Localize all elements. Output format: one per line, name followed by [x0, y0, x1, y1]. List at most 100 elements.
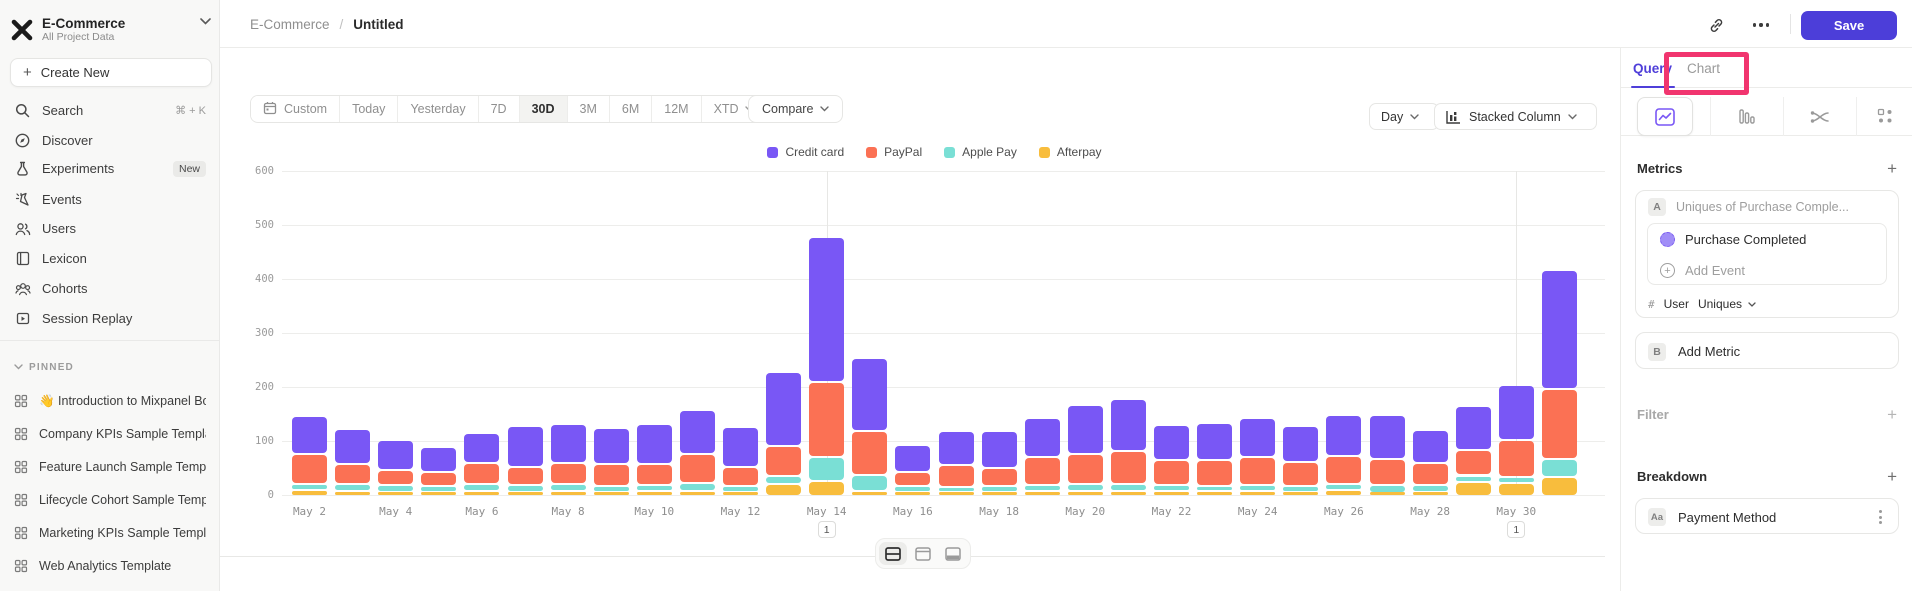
copy-link-button[interactable]	[1703, 12, 1729, 38]
create-new-button[interactable]: + Create New	[10, 58, 212, 87]
pinned-board-item[interactable]: 👋 Introduction to Mixpanel Bo	[4, 386, 216, 416]
bar-may-23[interactable]	[1197, 171, 1233, 495]
breakdown-property-card[interactable]: Aa Payment Method	[1635, 498, 1899, 534]
project-switcher[interactable]: E-Commerce All Project Data	[10, 12, 210, 48]
x-axis-tick: May 2	[292, 505, 327, 518]
experiments-icon	[14, 160, 31, 177]
bar-may-17[interactable]	[938, 171, 974, 495]
range-today[interactable]: Today	[340, 96, 399, 122]
bar-may-19[interactable]	[1024, 171, 1060, 495]
breadcrumb-page-title[interactable]: Untitled	[353, 16, 404, 32]
pinned-section-toggle[interactable]: PINNED	[14, 360, 74, 374]
legend-item-apple-pay[interactable]: Apple Pay	[944, 145, 1017, 159]
pinned-board-item[interactable]: Feature Launch Sample Templa	[4, 452, 216, 482]
pinned-board-item[interactable]: Web Analytics Template	[4, 551, 216, 581]
range-6m[interactable]: 6M	[609, 96, 653, 122]
view-chart-only-button[interactable]	[909, 542, 937, 565]
tab-flows-report[interactable]	[1783, 97, 1856, 136]
metric-b-card[interactable]: B Add Metric	[1635, 332, 1899, 369]
bar-may-24[interactable]	[1240, 171, 1276, 495]
breadcrumb-project[interactable]: E-Commerce	[250, 16, 330, 32]
range-3m[interactable]: 3M	[567, 96, 610, 122]
bar-may-11[interactable]	[679, 171, 715, 495]
bar-may-16[interactable]	[895, 171, 931, 495]
bar-segment-apple-pay	[421, 487, 457, 491]
view-table-only-button[interactable]	[939, 542, 967, 565]
bar-may-14[interactable]	[809, 171, 845, 495]
breakdown-options-kebab-icon[interactable]	[1875, 506, 1886, 528]
aggregation-entity-dropdown[interactable]: User	[1663, 297, 1689, 311]
bar-may-9[interactable]	[593, 171, 629, 495]
range-30d[interactable]: 30D	[519, 96, 568, 122]
bar-may-27[interactable]	[1369, 171, 1405, 495]
bar-may-31[interactable]	[1541, 171, 1577, 495]
bar-may-25[interactable]	[1283, 171, 1319, 495]
bar-may-20[interactable]	[1067, 171, 1103, 495]
bar-may-6[interactable]	[464, 171, 500, 495]
bar-may-21[interactable]	[1110, 171, 1146, 495]
sidebar-item-cohorts[interactable]: Cohorts	[4, 274, 216, 303]
chart-type-dropdown[interactable]: Stacked Column	[1434, 103, 1597, 130]
range-custom[interactable]: Custom	[251, 96, 341, 122]
bar-may-10[interactable]	[636, 171, 672, 495]
add-event-row[interactable]: + Add Event	[1648, 255, 1886, 286]
tab-chart[interactable]: Chart	[1687, 60, 1721, 76]
bar-may-13[interactable]	[766, 171, 802, 495]
bar-may-8[interactable]	[550, 171, 586, 495]
bar-may-5[interactable]	[421, 171, 457, 495]
tab-query[interactable]: Query	[1633, 60, 1673, 76]
tab-insights-report[interactable]	[1637, 97, 1693, 136]
add-metric-plus-button[interactable]: +	[1887, 159, 1897, 178]
legend-item-credit-card[interactable]: Credit card	[767, 145, 844, 159]
sidebar-item-users[interactable]: Users	[4, 214, 216, 243]
bar-may-3[interactable]	[335, 171, 371, 495]
selected-event-row[interactable]: Purchase Completed	[1648, 224, 1886, 255]
bar-may-29[interactable]	[1455, 171, 1491, 495]
aggregation-function-dropdown[interactable]: Uniques	[1697, 297, 1742, 311]
sidebar-item-experiments[interactable]: Experiments New	[4, 154, 216, 183]
chart-annotation-badge[interactable]: 1	[1507, 521, 1526, 538]
granularity-dropdown[interactable]: Day	[1369, 103, 1440, 130]
sidebar-item-search[interactable]: Search ⌘ + K	[4, 96, 216, 125]
bar-may-30[interactable]	[1498, 171, 1534, 495]
sidebar-item-discover[interactable]: Discover	[4, 126, 216, 155]
compare-button[interactable]: Compare	[748, 95, 844, 123]
sidebar-item-session-replay[interactable]: Session Replay	[4, 304, 216, 333]
bar-may-2[interactable]	[292, 171, 327, 495]
add-filter-plus-button[interactable]: +	[1887, 405, 1897, 424]
metric-a-header-row[interactable]: A Uniques of Purchase Comple...	[1636, 191, 1898, 223]
bar-segment-credit-card	[1110, 400, 1146, 450]
pinned-board-label: Lifecycle Cohort Sample Temp	[39, 493, 206, 507]
pinned-board-item[interactable]: Marketing KPIs Sample Templat	[4, 518, 216, 548]
pinned-board-item[interactable]: Lifecycle Cohort Sample Temp	[4, 485, 216, 515]
bar-may-22[interactable]	[1154, 171, 1189, 495]
pinned-board-item[interactable]: Company KPIs Sample Templat	[4, 419, 216, 449]
bar-may-26[interactable]	[1326, 171, 1362, 495]
range-label: 30D	[531, 102, 555, 116]
sidebar-item-events[interactable]: Events	[4, 185, 216, 214]
range-yesterday[interactable]: Yesterday	[398, 96, 479, 122]
view-chart-and-table-button[interactable]	[879, 542, 907, 565]
bar-may-7[interactable]	[507, 171, 543, 495]
metric-a-summary: Uniques of Purchase Comple...	[1676, 200, 1850, 214]
tab-retention-report[interactable]	[1856, 97, 1912, 136]
range-12m[interactable]: 12M	[652, 96, 702, 122]
bar-may-12[interactable]	[723, 171, 758, 495]
bar-may-4[interactable]	[378, 171, 414, 495]
range-7d[interactable]: 7D	[478, 96, 520, 122]
sidebar-item-lexicon[interactable]: Lexicon	[4, 244, 216, 273]
legend-item-paypal[interactable]: PayPal	[866, 145, 922, 159]
more-options-button[interactable]	[1748, 12, 1774, 38]
save-button[interactable]: Save	[1801, 11, 1897, 40]
tab-funnels-report[interactable]	[1710, 97, 1783, 136]
legend-item-afterpay[interactable]: Afterpay	[1038, 145, 1102, 159]
bar-may-15[interactable]	[852, 171, 888, 495]
chart-annotation-badge[interactable]: 1	[817, 521, 836, 538]
add-breakdown-plus-button[interactable]: +	[1887, 467, 1897, 486]
project-chevron-down-icon[interactable]	[200, 12, 211, 30]
bar-may-18[interactable]	[981, 171, 1017, 495]
bar-segment-credit-card	[1154, 425, 1189, 459]
bar-segment-paypal	[1067, 455, 1103, 483]
bar-segment-paypal	[1283, 462, 1319, 486]
bar-may-28[interactable]	[1412, 171, 1448, 495]
